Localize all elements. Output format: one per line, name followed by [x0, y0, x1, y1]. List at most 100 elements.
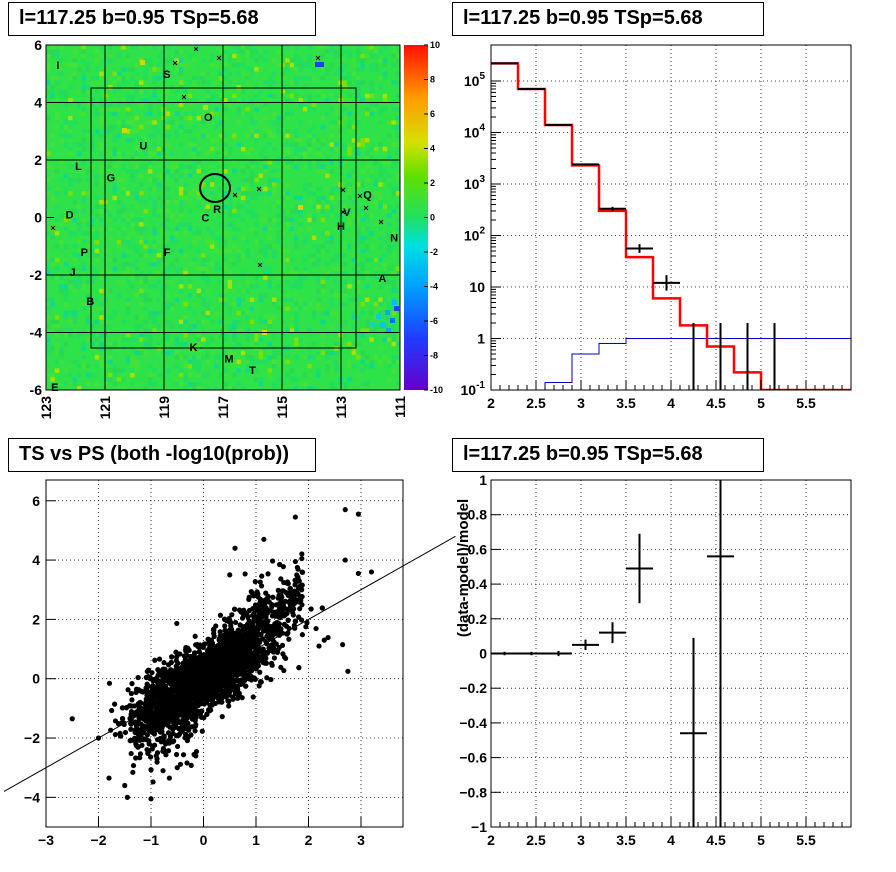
map-pixel [170, 279, 175, 285]
map-pixel [294, 67, 299, 72]
map-pixel [356, 89, 361, 94]
map-pixel [178, 328, 184, 334]
map-pixel [143, 244, 148, 249]
map-pixel [347, 146, 352, 152]
map-pixel [187, 138, 193, 143]
map-pixel [227, 257, 233, 263]
map-pixel [77, 226, 82, 232]
map-pixel [360, 377, 366, 382]
map-pixel [316, 306, 321, 311]
map-pixel [46, 115, 51, 121]
map-pixel [161, 284, 166, 289]
map-pixel [170, 120, 175, 125]
map-pixel [329, 266, 335, 271]
map-pixel [63, 58, 69, 63]
map-pixel [240, 98, 246, 103]
map-pixel [351, 71, 357, 77]
map-pixel [218, 279, 224, 285]
map-pixel [134, 377, 140, 382]
map-pixel [152, 200, 157, 205]
map-pixel [134, 45, 140, 50]
map-pixel [116, 226, 122, 232]
map-pixel [161, 120, 166, 125]
map-pixel [298, 124, 304, 130]
map-pixel [174, 49, 179, 54]
map-pixel [112, 89, 117, 94]
map-pixel [161, 226, 166, 232]
map-pixel [147, 186, 153, 192]
map-pixel [232, 386, 237, 390]
map-pixel [68, 76, 73, 81]
map-pixel [214, 80, 219, 85]
map-pixel [311, 160, 317, 165]
map-pixel [249, 133, 255, 139]
map-pixel [263, 169, 268, 174]
map-pixel [174, 133, 179, 139]
map-pixel [276, 186, 281, 192]
map-pixel [223, 293, 228, 298]
map-pixel [50, 200, 55, 205]
map-pixel [280, 213, 286, 218]
map-pixel [116, 155, 122, 161]
map-pixel [342, 160, 348, 165]
map-pixel [165, 319, 171, 325]
map-pixel [99, 355, 104, 360]
map-pixel [276, 231, 281, 236]
map-pixel [280, 80, 286, 85]
map-pixel [147, 169, 153, 174]
map-pixel [165, 45, 171, 50]
map-pixel [382, 310, 388, 316]
map-pixel [209, 191, 215, 196]
map-pixel [369, 244, 374, 249]
map-pixel [130, 200, 135, 205]
map-pixel [223, 142, 228, 147]
source-label: D [66, 210, 74, 222]
source-label: O [204, 112, 213, 124]
map-pixel [387, 213, 392, 218]
map-pixel [139, 89, 144, 94]
map-pixel [174, 319, 179, 325]
map-pixel [285, 248, 290, 254]
map-pixel [130, 76, 135, 81]
map-pixel [46, 213, 51, 218]
map-pixel [156, 253, 162, 258]
map-pixel [258, 155, 264, 161]
map-pixel [369, 67, 374, 72]
map-pixel [285, 297, 290, 303]
map-pixel [320, 310, 326, 316]
map-pixel [245, 368, 250, 373]
map-pixel [165, 275, 171, 280]
map-pixel [285, 45, 290, 50]
map-pixel [298, 222, 304, 227]
map-pixel [333, 275, 339, 280]
map-pixel [81, 270, 86, 276]
map-pixel [156, 363, 162, 369]
map-pixel [72, 266, 78, 271]
map-pixel [152, 368, 157, 373]
map-pixel [81, 49, 86, 54]
map-pixel [170, 239, 175, 245]
map-pixel [320, 288, 326, 294]
map-pixel [289, 284, 295, 289]
map-pixel [245, 151, 250, 156]
map-pixel [121, 164, 126, 170]
map-pixel [165, 301, 171, 307]
map-pixel [347, 377, 352, 382]
map-pixel [271, 337, 277, 342]
map-pixel [325, 239, 330, 245]
map-pixel [187, 120, 193, 125]
map-pixel [152, 231, 157, 236]
map-pixel [391, 107, 397, 112]
map-pixel [223, 164, 228, 170]
map-pixel [130, 284, 135, 289]
map-pixel [90, 76, 95, 81]
map-pixel [139, 337, 144, 342]
map-pixel [152, 310, 157, 316]
map-pixel [280, 350, 286, 356]
map-pixel [183, 341, 188, 347]
map-pixel [54, 386, 60, 390]
map-pixel [223, 62, 228, 68]
map-pixel [201, 191, 206, 196]
map-pixel [360, 328, 366, 334]
map-pixel [347, 191, 352, 196]
